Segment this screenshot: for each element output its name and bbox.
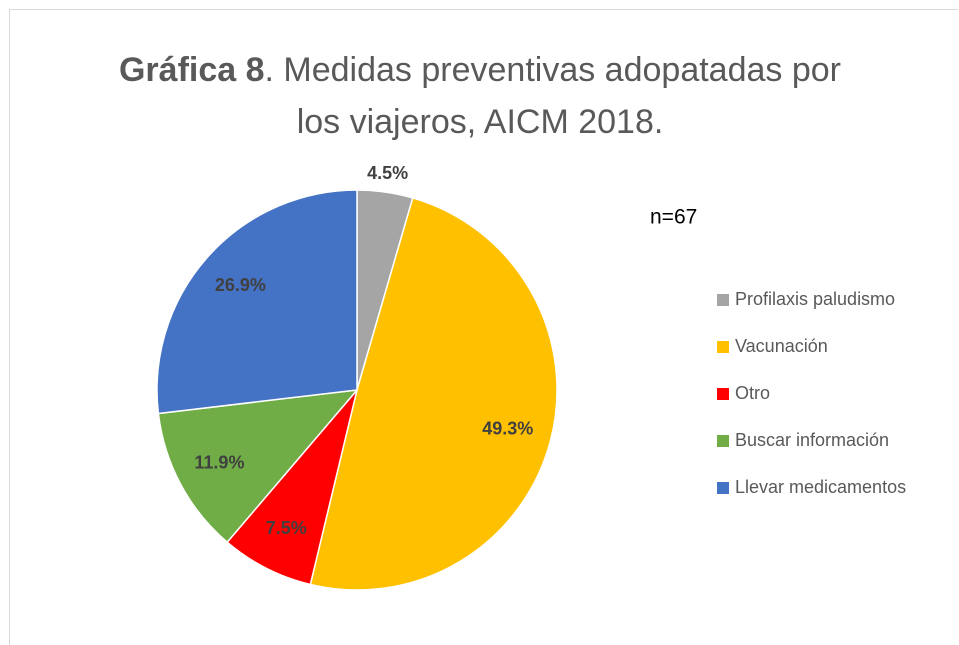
legend-swatch <box>717 388 729 400</box>
chart-title: los viajeros, AICM 2018. <box>297 103 664 141</box>
legend-label: Vacunación <box>735 336 828 356</box>
data-label: 7.5% <box>266 518 307 538</box>
data-label: 4.5% <box>367 163 408 183</box>
legend-swatch <box>717 341 729 353</box>
legend-swatch <box>717 435 729 447</box>
legend-swatch <box>717 482 729 494</box>
legend-label: Profilaxis paludismo <box>735 289 895 309</box>
title-bold: Gráfica 8 <box>119 51 265 89</box>
chart-title: Gráfica 8. Medidas preventivas adopatada… <box>119 51 841 89</box>
pie-slice <box>309 196 558 591</box>
pie-slice <box>156 189 358 415</box>
data-label: 26.9% <box>215 275 266 295</box>
data-label: 49.3% <box>482 419 533 439</box>
legend-label: Buscar información <box>735 430 889 450</box>
data-label: 11.9% <box>194 452 244 472</box>
pie-slice <box>157 389 359 544</box>
annotation: n=67 <box>650 206 697 229</box>
legend-swatch <box>717 294 729 306</box>
legend-label: Otro <box>735 383 770 403</box>
title-text: . Medidas preventivas adopatadas por <box>265 51 841 89</box>
chart-border <box>9 9 958 645</box>
legend-label: Llevar medicamentos <box>735 477 906 497</box>
